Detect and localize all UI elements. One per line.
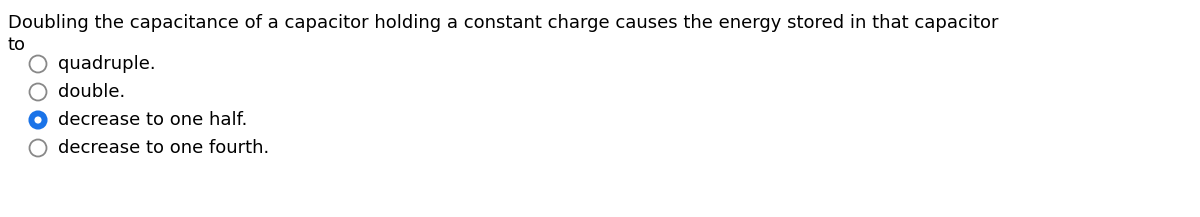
Text: decrease to one fourth.: decrease to one fourth. — [58, 139, 269, 157]
Text: decrease to one half.: decrease to one half. — [58, 111, 247, 129]
Circle shape — [35, 117, 42, 123]
Text: Doubling the capacitance of a capacitor holding a constant charge causes the ene: Doubling the capacitance of a capacitor … — [8, 14, 998, 32]
Circle shape — [30, 112, 47, 128]
Circle shape — [30, 84, 47, 100]
Text: double.: double. — [58, 83, 125, 101]
Circle shape — [30, 140, 47, 156]
Text: to: to — [8, 36, 26, 54]
Circle shape — [30, 56, 47, 72]
Text: quadruple.: quadruple. — [58, 55, 156, 73]
